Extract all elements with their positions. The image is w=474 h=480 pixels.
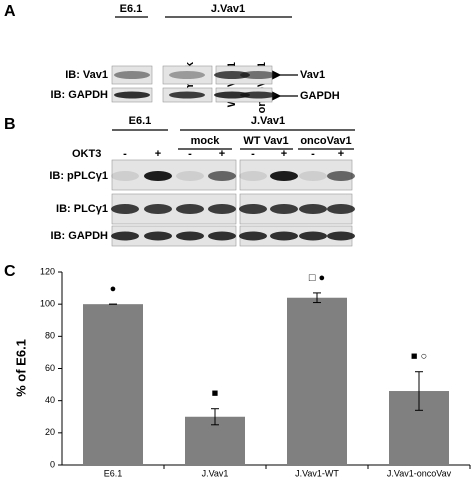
band <box>144 204 172 214</box>
sign: + <box>281 148 287 160</box>
bar <box>83 304 143 465</box>
band <box>176 231 204 241</box>
bar <box>287 297 347 465</box>
group-label: J.Vav1 <box>251 115 285 127</box>
band <box>240 91 276 99</box>
treatment-label: OKT3 <box>72 148 101 160</box>
band <box>327 231 355 241</box>
lane-label: WT Vav1 <box>243 135 288 147</box>
y-tick-label: 80 <box>45 331 55 341</box>
sign: - <box>123 148 127 160</box>
y-tick-label: 60 <box>45 363 55 373</box>
arrow-label: Vav1 <box>300 69 325 81</box>
y-tick-label: 40 <box>45 395 55 405</box>
band <box>144 171 172 181</box>
sign: + <box>219 148 225 160</box>
annotation: ■ ○ <box>411 351 427 363</box>
band <box>114 91 150 99</box>
y-axis-title: % of E6.1 <box>13 339 28 397</box>
error-bar <box>211 408 219 426</box>
sign: - <box>188 148 192 160</box>
band <box>214 71 250 79</box>
band <box>111 204 139 214</box>
sign: - <box>251 148 255 160</box>
y-tick-label: 20 <box>45 427 55 437</box>
band <box>239 204 267 214</box>
lane-label: mock <box>191 135 221 147</box>
row-label: IB: PLCγ1 <box>56 203 108 215</box>
lane-label: oncoVav1 <box>300 135 351 147</box>
band <box>208 171 236 181</box>
band <box>299 204 327 214</box>
band <box>214 91 250 99</box>
band <box>239 171 267 181</box>
band <box>208 204 236 214</box>
x-tick-label: E6.1 <box>104 468 123 478</box>
sign: + <box>338 148 344 160</box>
row-label: IB: GAPDH <box>51 230 109 242</box>
group-label: E6.1 <box>129 115 152 127</box>
band <box>176 204 204 214</box>
group-label: J.Vav1 <box>211 3 245 15</box>
band <box>239 231 267 241</box>
band <box>169 91 205 99</box>
band <box>270 231 298 241</box>
band <box>327 171 355 181</box>
x-tick-label: J.Vav1-oncoVav <box>387 468 452 478</box>
annotation: ● <box>110 283 117 295</box>
panel-label: C <box>4 263 16 280</box>
row-label: IB: GAPDH <box>51 89 109 101</box>
band <box>176 171 204 181</box>
annotation: ■ <box>212 388 219 400</box>
annotation: □ ● <box>309 272 325 284</box>
band <box>111 231 139 241</box>
group-label: E6.1 <box>120 3 143 15</box>
row-label: IB: Vav1 <box>65 69 108 81</box>
band <box>270 204 298 214</box>
band <box>114 71 150 79</box>
y-tick-label: 0 <box>50 459 55 469</box>
arrow-label: GAPDH <box>300 90 340 102</box>
band <box>144 231 172 241</box>
error-bar <box>313 292 321 304</box>
band <box>270 171 298 181</box>
y-tick-label: 120 <box>40 266 55 276</box>
sign: + <box>155 148 161 160</box>
blot <box>111 65 153 85</box>
band <box>299 171 327 181</box>
panel-label: B <box>4 116 16 133</box>
error-bar <box>415 371 423 411</box>
x-tick-label: J.Vav1 <box>202 468 229 478</box>
row-label: IB: pPLCγ1 <box>49 170 108 182</box>
sign: - <box>311 148 315 160</box>
band <box>111 171 139 181</box>
blot <box>162 65 213 85</box>
band <box>299 231 327 241</box>
band <box>169 71 205 79</box>
panel-label: A <box>4 3 16 20</box>
y-tick-label: 100 <box>40 299 55 309</box>
x-tick-label: J.Vav1-WT <box>295 468 339 478</box>
band <box>240 71 276 79</box>
band <box>327 204 355 214</box>
band <box>208 231 236 241</box>
